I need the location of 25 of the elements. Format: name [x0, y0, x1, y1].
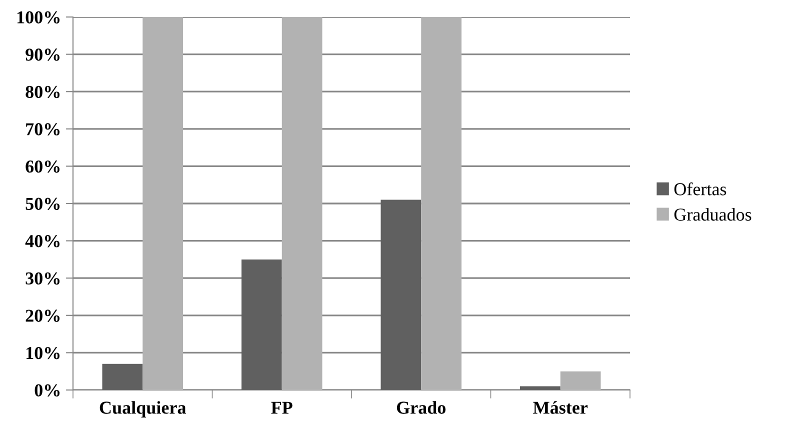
bar	[380, 200, 422, 390]
y-tick-label: 10%	[26, 346, 60, 360]
bar	[421, 17, 462, 390]
y-tick-label: 100%	[18, 11, 60, 24]
y-tick-label: 0%	[34, 384, 60, 396]
y-tick-label: 80%	[26, 86, 60, 98]
y-tick-label: 70%	[26, 123, 60, 136]
x-tick-label: Grado	[396, 401, 446, 414]
bar	[282, 17, 322, 390]
y-tick-label: 90%	[26, 48, 60, 61]
y-tick-label: 20%	[26, 310, 60, 322]
bar	[520, 386, 560, 390]
bar	[241, 259, 282, 390]
bar	[142, 17, 184, 390]
x-tick-label: Máster	[533, 401, 588, 414]
y-tick-label: 30%	[26, 272, 60, 285]
bar	[102, 364, 143, 390]
legend-label: Ofertas	[674, 182, 726, 196]
x-tick-label: Cualquiera	[100, 401, 186, 418]
y-tick-label: 50%	[26, 198, 60, 210]
x-tick-label: FP	[271, 402, 292, 414]
legend-label: Graduados	[674, 208, 752, 221]
bar	[560, 371, 601, 390]
y-tick-label: 40%	[25, 235, 60, 248]
y-tick-label: 60%	[26, 160, 60, 173]
